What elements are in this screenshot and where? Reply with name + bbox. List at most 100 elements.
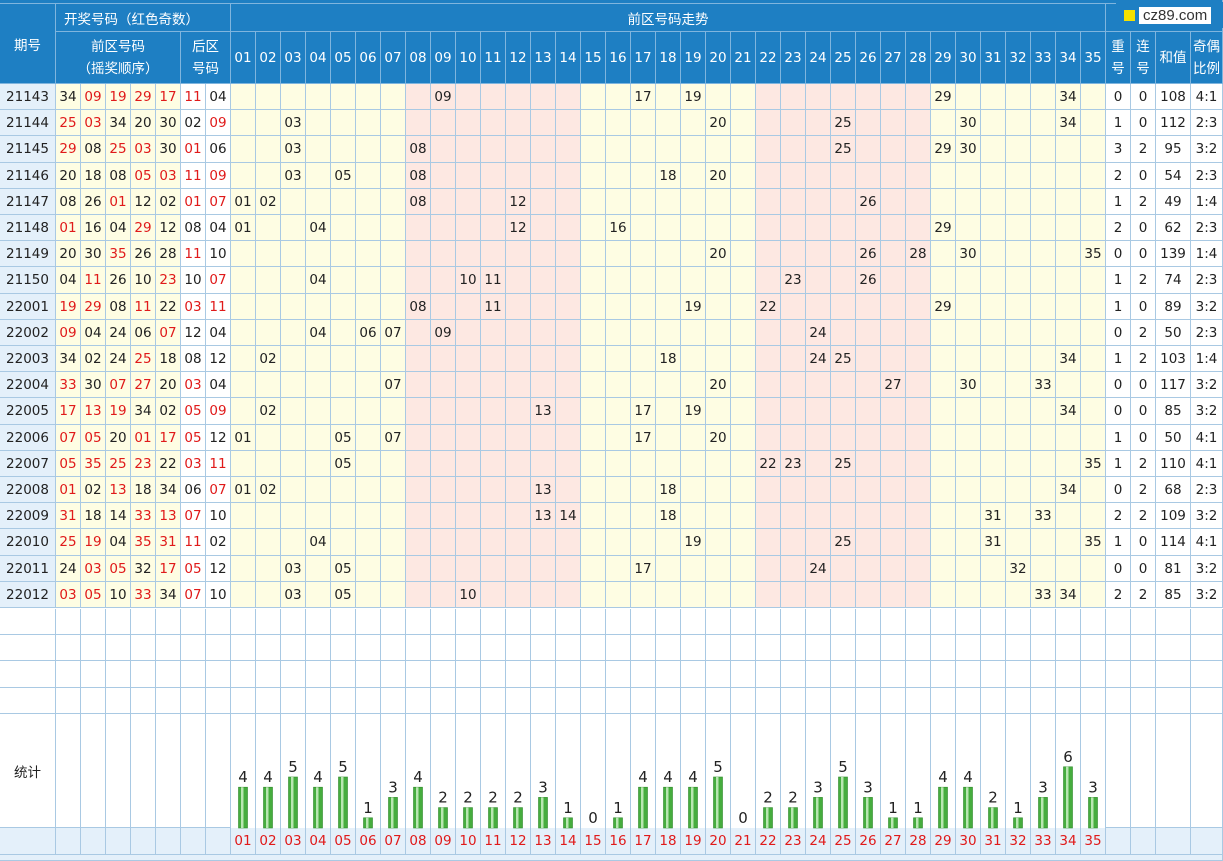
front-number-cell: 26 <box>81 189 106 215</box>
blank-analysis-cell <box>1191 609 1223 635</box>
trend-cell-32 <box>1006 346 1031 372</box>
back-number-cell: 01 <box>181 189 206 215</box>
trend-cell-28 <box>906 451 931 477</box>
trend-cell-02 <box>256 163 281 189</box>
trend-cell-26 <box>856 425 881 451</box>
repeat-cell: 0 <box>1106 398 1131 425</box>
trend-cell-12 <box>506 529 531 556</box>
period-cell: 21143 <box>0 84 56 110</box>
trend-cell-10 <box>456 451 481 477</box>
blank-trend-cell <box>1031 635 1056 661</box>
front-number-cell: 08 <box>56 189 81 215</box>
trend-col-header-12: 12 <box>506 32 531 84</box>
blank-trend-cell <box>556 688 581 714</box>
trend-cell-09 <box>431 372 456 398</box>
blank-trend-cell <box>681 609 706 635</box>
blank-trend-cell <box>706 688 731 714</box>
trend-cell-01 <box>231 84 256 110</box>
trend-cell-20 <box>706 215 731 241</box>
blank-draw-cell <box>131 661 156 688</box>
trend-cell-03 <box>281 84 306 110</box>
trend-cell-24 <box>806 529 831 556</box>
trend-cell-26 <box>856 110 881 136</box>
trend-cell-23 <box>781 372 806 398</box>
trend-cell-22 <box>756 215 781 241</box>
trend-cell-11 <box>481 477 506 503</box>
blank-trend-cell <box>906 609 931 635</box>
trend-cell-34 <box>1056 215 1081 241</box>
footer-draw-cell <box>156 828 181 855</box>
trend-cell-32 <box>1006 372 1031 398</box>
trend-cell-10 <box>456 215 481 241</box>
trend-cell-07: 07 <box>381 425 406 451</box>
trend-cell-31 <box>981 267 1006 294</box>
trend-cell-32 <box>1006 136 1031 163</box>
stats-draw-cell <box>81 714 106 828</box>
trend-cell-26 <box>856 294 881 320</box>
trend-cell-16 <box>606 372 631 398</box>
trend-cell-30 <box>956 294 981 320</box>
consec-cell: 0 <box>1131 398 1156 425</box>
trend-cell-10 <box>456 477 481 503</box>
front-number-cell: 04 <box>81 320 106 346</box>
trend-cell-07 <box>381 136 406 163</box>
trend-cell-27 <box>881 425 906 451</box>
blank-trend-cell <box>431 661 456 688</box>
trend-cell-22 <box>756 84 781 110</box>
trend-cell-21 <box>731 84 756 110</box>
trend-cell-32 <box>1006 294 1031 320</box>
trend-cell-07 <box>381 241 406 267</box>
trend-cell-25 <box>831 556 856 582</box>
blank-trend-cell <box>1031 688 1056 714</box>
trend-cell-09 <box>431 582 456 608</box>
trend-cell-32 <box>1006 84 1031 110</box>
period-cell: 22005 <box>0 398 56 425</box>
blank-analysis-cell <box>1131 635 1156 661</box>
trend-cell-28 <box>906 556 931 582</box>
trend-cell-19: 19 <box>681 84 706 110</box>
trend-cell-14 <box>556 163 581 189</box>
front-number-cell: 08 <box>81 136 106 163</box>
blank-trend-cell <box>1081 661 1106 688</box>
trend-cell-26 <box>856 529 881 556</box>
sum-cell: 139 <box>1156 241 1191 267</box>
stats-draw-cell <box>181 714 206 828</box>
front-number-cell: 04 <box>106 529 131 556</box>
front-number-cell: 16 <box>81 215 106 241</box>
trend-cell-24 <box>806 582 831 608</box>
trend-cell-34 <box>1056 425 1081 451</box>
trend-cell-33 <box>1031 556 1056 582</box>
trend-cell-10 <box>456 320 481 346</box>
front-number-cell: 13 <box>81 398 106 425</box>
trend-cell-24 <box>806 163 831 189</box>
trend-cell-04 <box>306 294 331 320</box>
blank-trend-cell <box>1081 688 1106 714</box>
consec-cell: 0 <box>1131 372 1156 398</box>
blank-trend-cell <box>456 661 481 688</box>
ratio-cell: 1:4 <box>1191 189 1223 215</box>
trend-cell-22 <box>756 372 781 398</box>
trend-cell-30 <box>956 582 981 608</box>
trend-cell-03 <box>281 346 306 372</box>
trend-col-header-32: 32 <box>1006 32 1031 84</box>
trend-cell-02: 02 <box>256 189 281 215</box>
blank-trend-cell <box>556 661 581 688</box>
trend-cell-05: 05 <box>331 556 356 582</box>
ratio-cell: 3:2 <box>1191 372 1223 398</box>
trend-col-header-04: 04 <box>306 32 331 84</box>
consec-cell: 0 <box>1131 215 1156 241</box>
front-order-label: （摇奖顺序） <box>77 60 159 77</box>
blank-trend-cell <box>856 635 881 661</box>
blank-trend-cell <box>431 609 456 635</box>
trend-cell-11 <box>481 346 506 372</box>
repeat-cell: 2 <box>1106 582 1131 608</box>
trend-cell-07 <box>381 398 406 425</box>
trend-cell-20 <box>706 267 731 294</box>
repeat-cell: 1 <box>1106 451 1131 477</box>
trend-cell-26 <box>856 451 881 477</box>
blank-trend-cell <box>231 661 256 688</box>
trend-col-header-31: 31 <box>981 32 1006 84</box>
sum-cell: 117 <box>1156 372 1191 398</box>
trend-cell-34 <box>1056 529 1081 556</box>
trend-cell-09 <box>431 189 456 215</box>
